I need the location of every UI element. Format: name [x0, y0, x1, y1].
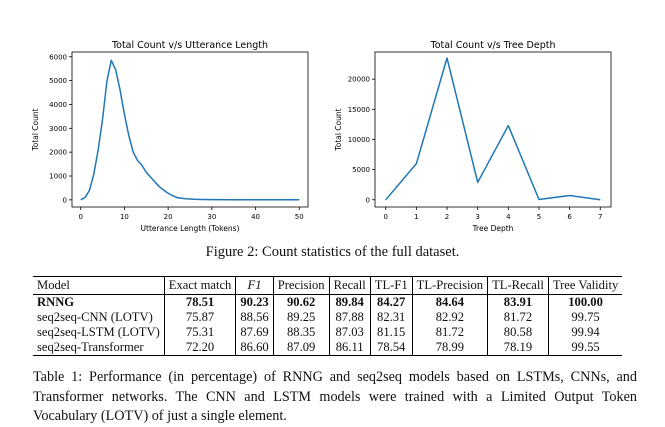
x-tick-label: 4	[506, 213, 511, 221]
x-tick-label: 20	[164, 213, 173, 221]
chart-title: Total Count v/s Tree Depth	[430, 40, 556, 51]
x-tick-label: 50	[295, 213, 304, 221]
cell: 78.54	[369, 340, 413, 356]
x-tick-label: 7	[598, 213, 602, 221]
y-tick-label: 5000	[49, 77, 67, 85]
y-tick-label: 6000	[49, 53, 67, 61]
cell: 87.88	[328, 310, 371, 325]
cell: 89.84	[328, 294, 371, 310]
y-axis-label: Total Count	[334, 108, 343, 151]
x-tick-label: 0	[79, 213, 83, 221]
col-header-exact-match: Exact match	[163, 276, 236, 295]
col-header-tree-validity: Tree Validity	[547, 276, 623, 295]
cell: 90.23	[235, 294, 274, 310]
cell: 78.99	[411, 340, 488, 356]
row-model: RNNG	[37, 295, 75, 309]
cell: 84.64	[411, 294, 488, 310]
col-header-tl-precision: TL-Precision	[411, 276, 488, 295]
cell: 99.55	[547, 340, 623, 356]
y-tick-label: 10000	[348, 136, 370, 144]
y-tick-label: 3000	[49, 125, 67, 133]
y-tick-label: 0	[63, 196, 67, 204]
y-axis-label: Total Count	[31, 108, 40, 151]
cell: 100.00	[547, 294, 623, 310]
cell: 80.58	[487, 325, 549, 340]
x-axis-label: Tree Depth	[472, 224, 514, 233]
table-row: seq2seq-CNN (LOTV) 75.87 88.56 89.25 87.…	[33, 310, 623, 325]
cell: 88.56	[235, 310, 274, 325]
cell: 86.11	[328, 340, 371, 356]
x-tick-label: 1	[414, 213, 418, 221]
chart-title: Total Count v/s Utterance Length	[111, 40, 268, 51]
plot-frame	[71, 51, 309, 208]
y-tick-label: 15000	[348, 106, 370, 114]
cell: 87.03	[328, 325, 371, 340]
cell: 81.72	[411, 325, 488, 340]
x-tick-label: 2	[445, 213, 449, 221]
col-header-f1: F1	[235, 276, 274, 295]
table-header-row: Model Exact match F1 Precision Recall TL…	[33, 276, 623, 295]
cell: 81.15	[369, 325, 413, 340]
row-model: seq2seq-Transformer	[33, 340, 165, 356]
table-row: seq2seq-Transformer 72.20 86.60 87.09 86…	[33, 340, 623, 356]
cell: 81.72	[487, 310, 549, 325]
cell: 83.91	[487, 294, 549, 310]
cell: 82.92	[411, 310, 488, 325]
row-model: seq2seq-CNN (LOTV)	[37, 310, 153, 324]
cell: 89.25	[272, 310, 330, 325]
series-line	[385, 57, 601, 201]
figure-caption: Figure 2: Count statistics of the full d…	[205, 244, 460, 260]
cell: 99.75	[547, 310, 623, 325]
cell: 87.69	[235, 325, 274, 340]
x-tick-label: 40	[251, 213, 260, 221]
y-tick-label: 20000	[348, 76, 370, 84]
row-model: seq2seq-LSTM (LOTV)	[37, 325, 160, 339]
x-tick-label: 5	[537, 213, 541, 221]
x-tick-label: 0	[383, 213, 387, 221]
x-tick-label: 30	[207, 213, 216, 221]
cell: 99.94	[547, 325, 623, 340]
y-tick-label: 0	[366, 196, 370, 204]
cell: 82.31	[369, 310, 413, 325]
x-tick-label: 6	[567, 213, 572, 221]
results-table: Model Exact match F1 Precision Recall TL…	[33, 276, 623, 356]
cell: 78.51	[163, 294, 236, 310]
cell: 88.35	[272, 325, 330, 340]
col-header-precision: Precision	[272, 276, 330, 295]
x-tick-label: 10	[120, 213, 129, 221]
cell: 86.60	[235, 340, 274, 356]
series-line	[80, 59, 300, 201]
col-header-tl-f1: TL-F1	[369, 276, 413, 295]
y-tick-label: 1000	[49, 173, 67, 181]
cell: 78.19	[487, 340, 549, 356]
y-tick-label: 5000	[352, 166, 370, 174]
cell: 84.27	[369, 294, 413, 310]
plot-frame	[374, 51, 612, 208]
y-tick-label: 2000	[49, 149, 67, 157]
utterance-length-chart: Total Count v/s Utterance Length 0 10 20 30 4…	[31, 40, 309, 233]
cell: 75.31	[163, 325, 236, 340]
cell: 72.20	[163, 340, 236, 356]
cell: 87.09	[272, 340, 330, 356]
col-header-model: Model	[33, 276, 165, 295]
y-tick-label: 4000	[49, 101, 67, 109]
cell: 90.62	[272, 294, 330, 310]
col-header-recall: Recall	[328, 276, 371, 295]
table-row: RNNG 78.51 90.23 90.62 89.84 84.27 84.64…	[33, 294, 623, 310]
tree-depth-chart: Total Count v/s Tree Depth 0 1 2 3 4 5 6 7 0 5000 1…	[334, 40, 612, 233]
col-header-tl-recall: TL-Recall	[487, 276, 549, 295]
x-tick-label: 3	[475, 213, 479, 221]
table-caption: Table 1: Performance (in percentage) of …	[33, 369, 637, 424]
table-row: seq2seq-LSTM (LOTV) 75.31 87.69 88.35 87…	[33, 325, 623, 340]
cell: 75.87	[163, 310, 236, 325]
x-axis-label: Utterance Length (Tokens)	[141, 224, 240, 233]
